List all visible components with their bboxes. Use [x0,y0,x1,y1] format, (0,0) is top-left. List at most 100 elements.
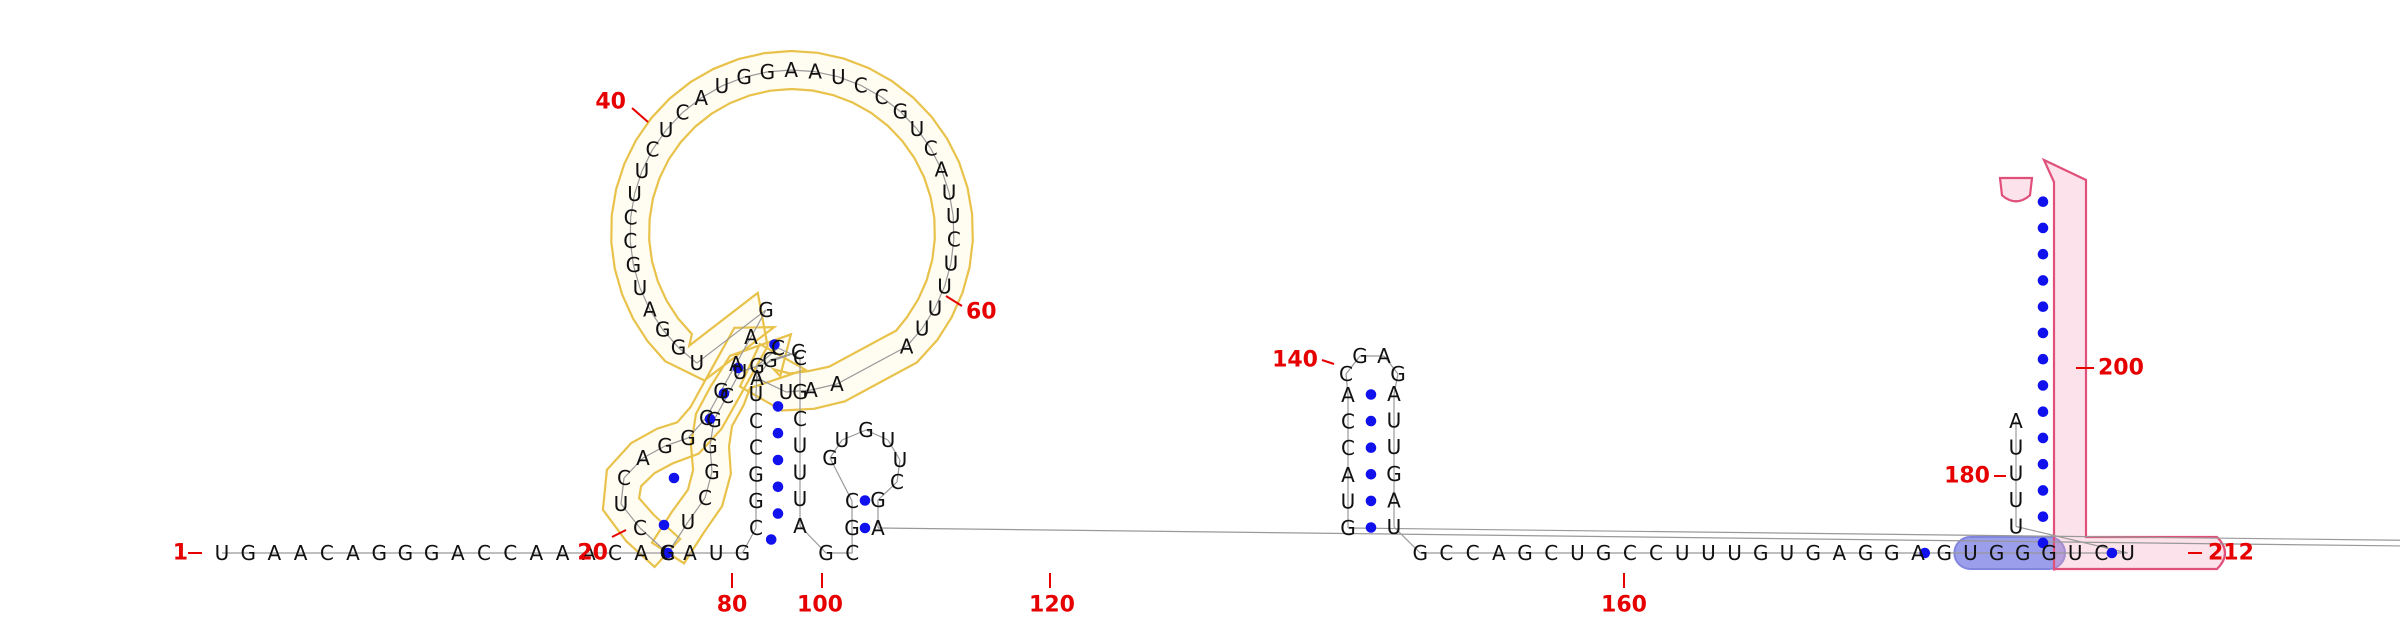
nucleotide-106: G [870,488,886,512]
nucleotide-80: G [735,541,751,565]
nucleotide-73: G [702,434,718,458]
nucleotide-103: U [881,428,896,452]
backbone-segment [950,239,955,264]
backbone-segment [921,307,936,329]
position-tick [945,295,963,307]
nucleotide-17: A [634,541,648,565]
base-pair-dot [772,427,784,439]
nucleotide-105: C [890,470,904,494]
base-pair-dot [772,401,784,412]
nucleotide-71: C [720,384,734,408]
nucleotide-9: G [424,541,440,565]
backbone-segment [741,527,757,554]
nucleotide-157: G [1753,541,1769,565]
nucleotide-165: U [1963,541,1978,565]
nucleotide-174: U [2009,462,2024,486]
nucleotide-99: C [845,489,859,513]
nucleotide-84: C [749,436,763,460]
nucleotide-96: G [818,541,834,565]
nucleotide-151: G [1596,541,1612,565]
nucleotide-164: G [1936,541,1952,565]
nucleotide-46: G [760,60,776,84]
backbone-segment [944,263,952,287]
backbone-segment [700,85,723,99]
backbone-segment [750,309,767,338]
backbone-segment [664,437,689,447]
nucleotide-19: C [633,516,647,540]
nucleotide-66: U [779,380,794,404]
nucleotide-172: U [2009,515,2024,539]
pink-terminator-region [2041,157,2227,571]
nucleotide-130: A [1341,463,1355,487]
position-label-1: 1 [173,541,188,566]
nucleotide-155: U [1701,541,1716,565]
nucleotide-2: G [240,541,256,565]
base-pair-dot [2037,432,2049,444]
nucleotide-10: A [451,541,465,565]
nucleotide-5: C [320,541,334,565]
base-pair-dot [1365,442,1377,454]
base-pair-dot [2037,511,2049,522]
backbone-segment [704,471,713,499]
backbone-segment [952,215,955,240]
backbone-segment [881,96,901,113]
nucleotide-33: A [643,298,657,322]
backbone-segment [633,170,643,194]
nucleotide-27: A [729,352,743,376]
backbone-segment [620,503,641,529]
backbone-segment [785,389,812,393]
nucleotide-30: U [689,351,704,375]
nucleotide-156: U [1727,541,1742,565]
nucleotide-170: C [2094,541,2108,565]
backbone-segment [726,371,741,397]
base-pair-dot [859,522,871,534]
nucleotide-175: U [2009,435,2024,459]
base-pair-dot [772,454,784,466]
nucleotide-15: A [582,541,596,565]
nucleotide-93: U [793,460,808,484]
backbone-segment [756,377,787,393]
backbone-segment [791,69,816,73]
nucleotide-159: G [1805,541,1821,565]
nucleotide-1: U [215,541,230,565]
base-pair-dot [765,534,777,545]
nucleotide-44: U [715,74,730,98]
position-label-212: 212 [2208,541,2254,566]
nucleotide-28: A [744,325,758,349]
base-pair-dot [772,481,784,493]
nucleotide-39: U [635,159,650,183]
position-label-80: 80 [717,593,748,618]
backbone-segment [916,128,932,149]
nucleotide-21: C [617,466,631,490]
nucleotide-140: U [1387,435,1402,459]
nucleotide-152: C [1623,541,1637,565]
backbone-segment [877,481,898,501]
yellow-loop-region [601,49,974,569]
nucleotide-75: C [698,486,712,510]
base-pair-dot [1365,415,1377,427]
nucleotide-128: G [1340,516,1356,540]
nucleotide-7: G [371,541,387,565]
nucleotide-53: U [910,117,925,141]
nucleotide-86: U [749,382,764,406]
nucleotide-91: C [793,407,807,431]
nucleotide-49: U [831,65,846,89]
nucleotide-162: G [1884,541,1900,565]
nucleotide-136: A [1377,344,1391,368]
backbone-segment [836,346,907,385]
nucleotide-72: G [706,408,722,432]
backbone-segment [665,112,683,131]
nucleotide-38: U [627,182,642,206]
base-pair-dot [718,388,730,399]
position-tick [631,107,649,123]
nucleotide-51: C [875,85,889,109]
backbone-segment [1345,355,1361,375]
nucleotide-102: G [858,418,874,442]
nucleotide-167: G [2015,541,2031,565]
position-label-200: 200 [2098,356,2144,381]
nucleotide-87: G [749,354,765,378]
nucleotide-176: A [2009,409,2023,433]
nucleotide-14: A [556,541,570,565]
backbone-segment [887,439,901,461]
nucleotide-18: G [660,541,676,565]
